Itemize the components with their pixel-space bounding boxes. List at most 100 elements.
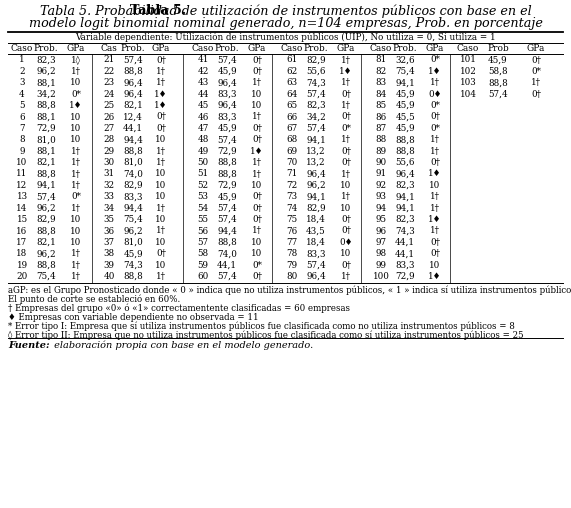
Text: 96,4: 96,4 bbox=[123, 90, 143, 99]
Text: Caso: Caso bbox=[11, 44, 33, 53]
Text: 1†: 1† bbox=[341, 272, 351, 281]
Text: 57,4: 57,4 bbox=[217, 204, 237, 213]
Text: Prob.: Prob. bbox=[393, 44, 417, 53]
Text: 96,4: 96,4 bbox=[217, 78, 237, 87]
Text: 10: 10 bbox=[70, 238, 82, 247]
Text: ◊ Error tipo II: Empresa que no utiliza instrumentos públicos fue clasificada co: ◊ Error tipo II: Empresa que no utiliza … bbox=[8, 331, 524, 340]
Text: 44,1: 44,1 bbox=[217, 261, 237, 270]
Text: 0†: 0† bbox=[430, 249, 440, 258]
Text: Caso: Caso bbox=[457, 44, 479, 53]
Text: 47: 47 bbox=[198, 124, 208, 133]
Text: 1: 1 bbox=[19, 55, 25, 65]
Text: 1†: 1† bbox=[71, 170, 81, 178]
Text: 55: 55 bbox=[198, 215, 208, 224]
Text: 31: 31 bbox=[103, 170, 115, 178]
Text: 104: 104 bbox=[460, 90, 477, 99]
Text: 75,4: 75,4 bbox=[123, 215, 143, 224]
Text: Caso: Caso bbox=[370, 44, 392, 53]
Text: 18,4: 18,4 bbox=[306, 215, 326, 224]
Text: 36: 36 bbox=[103, 227, 115, 236]
Text: 97: 97 bbox=[376, 238, 387, 247]
Text: 88,1: 88,1 bbox=[36, 78, 56, 87]
Text: 76: 76 bbox=[287, 227, 297, 236]
Text: 0♦: 0♦ bbox=[339, 238, 353, 247]
Text: 10: 10 bbox=[251, 181, 263, 190]
Text: 0†: 0† bbox=[156, 112, 166, 121]
Text: 10: 10 bbox=[155, 181, 167, 190]
Text: 61: 61 bbox=[287, 55, 297, 65]
Text: 81,0: 81,0 bbox=[123, 158, 143, 167]
Text: 69: 69 bbox=[287, 147, 297, 155]
Text: 44: 44 bbox=[197, 90, 209, 99]
Text: 57,4: 57,4 bbox=[36, 193, 56, 201]
Text: 0†: 0† bbox=[252, 204, 262, 213]
Text: 88,8: 88,8 bbox=[36, 227, 56, 236]
Text: 96: 96 bbox=[376, 227, 387, 236]
Text: 94,1: 94,1 bbox=[306, 193, 326, 201]
Text: 1◊: 1◊ bbox=[71, 55, 81, 65]
Text: 44,1: 44,1 bbox=[395, 249, 415, 258]
Text: 88,8: 88,8 bbox=[395, 135, 415, 144]
Text: 55,6: 55,6 bbox=[395, 158, 415, 167]
Text: 96,2: 96,2 bbox=[36, 249, 56, 258]
Text: 74,0: 74,0 bbox=[123, 170, 143, 178]
Text: 45,9: 45,9 bbox=[217, 193, 237, 201]
Text: Tabla 5. Probabilidad de utilización de instrumentos públicos con base en el: Tabla 5. Probabilidad de utilización de … bbox=[39, 4, 532, 17]
Text: 0†: 0† bbox=[341, 227, 351, 236]
Text: 8: 8 bbox=[19, 135, 25, 144]
Text: 57,4: 57,4 bbox=[217, 135, 237, 144]
Text: 79: 79 bbox=[287, 261, 297, 270]
Text: 1†: 1† bbox=[156, 227, 166, 236]
Text: Prob.: Prob. bbox=[34, 44, 58, 53]
Text: 1†: 1† bbox=[156, 158, 166, 167]
Text: 57: 57 bbox=[198, 238, 208, 247]
Text: * Error tipo I: Empresa que sí utiliza instrumentos públicos fue clasificada com: * Error tipo I: Empresa que sí utiliza i… bbox=[8, 322, 515, 331]
Text: 96,4: 96,4 bbox=[217, 101, 237, 110]
Text: 100: 100 bbox=[372, 272, 389, 281]
Text: 57,4: 57,4 bbox=[123, 55, 143, 65]
Text: 84: 84 bbox=[375, 90, 387, 99]
Text: 82,9: 82,9 bbox=[36, 215, 56, 224]
Text: 10: 10 bbox=[340, 204, 352, 213]
Text: 0†: 0† bbox=[531, 55, 541, 65]
Text: 10: 10 bbox=[251, 90, 263, 99]
Text: 67: 67 bbox=[287, 124, 297, 133]
Text: 65: 65 bbox=[287, 101, 297, 110]
Text: 78: 78 bbox=[287, 249, 297, 258]
Text: 5: 5 bbox=[19, 101, 25, 110]
Text: 94,1: 94,1 bbox=[395, 78, 415, 87]
Text: 91: 91 bbox=[376, 170, 387, 178]
Text: 88,8: 88,8 bbox=[217, 238, 237, 247]
Text: 55,6: 55,6 bbox=[306, 67, 325, 76]
Text: 17: 17 bbox=[17, 238, 27, 247]
Text: 29: 29 bbox=[103, 147, 115, 155]
Text: 86: 86 bbox=[375, 112, 387, 121]
Text: 88,8: 88,8 bbox=[123, 147, 143, 155]
Text: 88: 88 bbox=[375, 135, 387, 144]
Text: 45,5: 45,5 bbox=[395, 112, 415, 121]
Text: 94,1: 94,1 bbox=[395, 204, 415, 213]
Text: 94: 94 bbox=[375, 204, 387, 213]
Text: 88,8: 88,8 bbox=[123, 272, 143, 281]
Text: 92: 92 bbox=[376, 181, 387, 190]
Text: 82,3: 82,3 bbox=[36, 55, 56, 65]
Text: 10: 10 bbox=[17, 158, 27, 167]
Text: 34,2: 34,2 bbox=[36, 90, 56, 99]
Text: 9: 9 bbox=[19, 147, 25, 155]
Text: 72,9: 72,9 bbox=[395, 272, 415, 281]
Text: 1†: 1† bbox=[71, 67, 81, 76]
Text: 13,2: 13,2 bbox=[306, 158, 326, 167]
Text: 1†: 1† bbox=[252, 112, 262, 121]
Text: 1†: 1† bbox=[341, 55, 351, 65]
Text: 90: 90 bbox=[376, 158, 387, 167]
Text: 1†: 1† bbox=[156, 78, 166, 87]
Text: 1†: 1† bbox=[252, 158, 262, 167]
Text: 83,3: 83,3 bbox=[306, 249, 325, 258]
Text: 72,9: 72,9 bbox=[36, 124, 56, 133]
Text: 81,0: 81,0 bbox=[123, 238, 143, 247]
Text: 45,9: 45,9 bbox=[395, 101, 415, 110]
Text: 1†: 1† bbox=[252, 227, 262, 236]
Text: Fuente:: Fuente: bbox=[8, 340, 50, 350]
Text: Prob: Prob bbox=[487, 44, 509, 53]
Text: 0*: 0* bbox=[71, 90, 81, 99]
